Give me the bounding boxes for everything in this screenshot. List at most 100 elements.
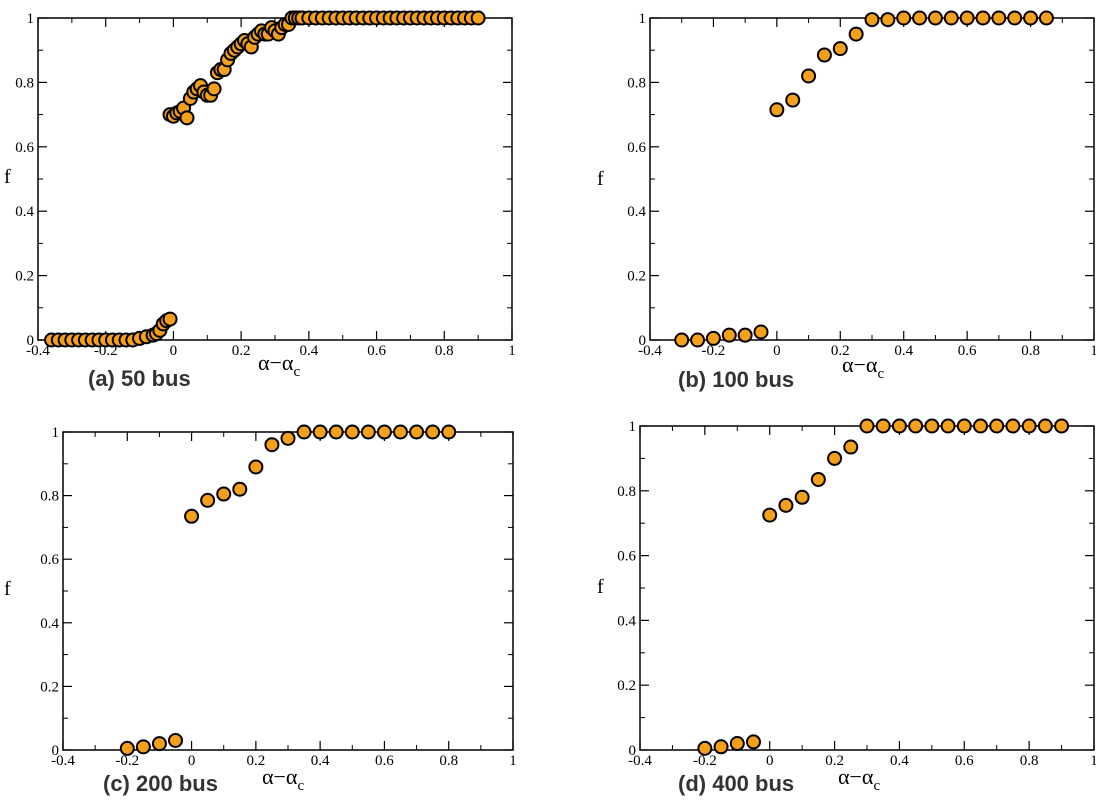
panel-b-xtick-label: -0.2 [702,343,726,359]
panel-a-ytick-label: 0 [27,333,35,349]
panel-d-chart: -0.4 -0.2 0 0.2 0.4 0.6 0.8 1 0 0.2 0.4 0.6 0.8 1 [617,418,1096,769]
panel-a-xtick-label: 0 [170,343,178,359]
panel-b-point [880,12,896,28]
panel-a-ylabel: f [4,166,11,188]
panel-d-xlabel: α−αc [838,764,880,795]
panel-a-ytick-label: 1 [27,11,35,27]
panel-d-point [697,740,713,756]
panel-d-ytick-label: 0 [629,743,637,759]
panel-c-point [280,430,296,446]
panel-d-point [908,418,924,434]
panel-d-point [1021,418,1037,434]
panel-b-point [832,41,848,57]
panel-b-xtick-label: 1 [1090,343,1096,359]
panel-b-xtick-label: 0.8 [1021,343,1040,359]
panel-d-point [859,418,875,434]
panel-c-point [248,459,264,475]
panel-b-xtick-label: 0.4 [894,343,913,359]
panel-b-point [991,10,1007,26]
panel-d-xlabel-main: α−α [838,764,874,789]
panel-c-ytick-label: 0.2 [40,679,59,695]
panel-d-caption: (d) 400 bus [678,771,795,796]
panel-b-chart: -0.4 -0.2 0 0.2 0.4 0.6 0.8 1 0 0.2 0.4 0.6 0.8 1 [627,10,1096,359]
panel-b-point [674,332,690,348]
panel-b-ytick-label: 1 [639,11,647,27]
panel-b-point [1023,10,1039,26]
panel-c-xlabel-main: α−α [262,764,298,789]
panel-c-xtick-label: 0.8 [439,753,458,769]
panel-b-ytick-label: 0 [639,333,647,349]
panel-b-point [896,10,912,26]
panel-d-xtick-label: 0.2 [825,753,844,769]
panel-d-point [1005,418,1021,434]
panel-c-ylabel: f [4,578,11,600]
panel-c-point [168,732,183,748]
panel-a-xtick-label: 0.4 [299,343,318,359]
panel-c-caption: (c) 200 bus [103,771,218,796]
panel-c-xlabel-sub: c [297,778,305,794]
panel-d-ytick-label: 0.8 [617,484,636,500]
panel-d-ytick-label: 1 [629,419,637,435]
panel-a-caption: (a) 50 bus [88,366,191,391]
panel-b-ylabel: f [597,168,604,190]
panel-a-xlabel-sub: c [293,364,301,380]
panel-b-point [927,10,943,26]
panel-b-xlabel: α−αc [842,352,884,383]
panel-c-ytick-label: 0.4 [40,616,59,632]
panel-d-point [794,489,810,505]
panel-c-point [425,424,441,440]
panel-a-ytick-label: 0.8 [15,75,34,91]
panel-b-xtick-label: -0.4 [638,343,662,359]
panel-a-point [470,10,486,26]
panel-c-ytick-label: 1 [52,425,60,441]
panel-a-chart: -0.4 -0.2 0 0.2 0.4 0.6 0.8 100.20.40.60.81 [15,10,516,359]
panel-c-point [344,424,360,440]
panel-c-xtick-label: 0.2 [246,753,265,769]
panel-c-point [135,739,151,755]
panel-c-xtick-label: 0.4 [311,753,330,769]
panel-b-xtick-label: 0 [773,343,781,359]
panel-b-point [690,332,706,348]
panel-b-point [1007,10,1023,26]
panel-d-xtick-label: 1 [1090,753,1096,769]
panel-a-xtick-label: -0.4 [26,343,50,359]
panel-d-point [1054,418,1070,434]
panel-b-point [801,68,817,84]
panel-b-point [769,102,785,118]
panel-a-xtick-label: 0.6 [367,343,386,359]
panel-d-xtick-label: -0.4 [628,753,652,769]
panel-d-xtick-label: 0.6 [955,753,974,769]
panel-b-point [785,92,801,108]
panel-c-ytick-label: 0.6 [40,552,59,568]
panel-d-xlabel-sub: c [873,778,881,794]
panel-b-xtick-label: 0.6 [958,343,977,359]
panel-c-point [441,424,457,440]
panel-b-ytick-label: 0.4 [627,204,646,220]
panel-b-point [705,330,721,346]
panel-c-point [360,424,376,440]
panel-d-point [989,418,1005,434]
panel-b-point [959,10,975,26]
panel-a-xlabel: α−αc [258,350,300,381]
panel-a-xtick-label: 0.2 [232,343,251,359]
panel-b-point [737,327,753,343]
panel-d-point [729,736,745,752]
panel-c-point [184,508,200,524]
panel-c-xtick-label: 0.6 [375,753,394,769]
panel-a-xtick-label: 1 [508,343,516,359]
panel-c-point [312,424,328,440]
panel-b-point [864,12,880,28]
panel-a-xlabel-main: α−α [258,350,294,375]
panel-c-point [376,424,392,440]
panel-d-frame [639,425,1095,751]
panel-a-frame [37,17,513,341]
panel-c-point [200,492,216,508]
panel-d-point [843,439,859,455]
panel-d-ytick-label: 0.4 [617,613,636,629]
panel-b-ytick-label: 0.6 [627,140,646,156]
panel-c-point [393,424,408,440]
panel-c-frame [62,431,514,751]
panel-b-xtick-label: 0.2 [831,343,850,359]
